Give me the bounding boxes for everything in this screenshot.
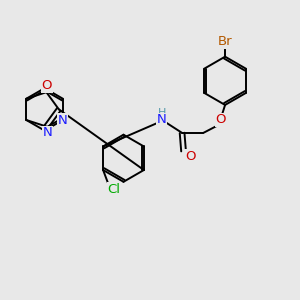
Text: Cl: Cl — [107, 183, 120, 196]
Text: O: O — [42, 79, 52, 92]
Text: O: O — [216, 113, 226, 126]
Text: O: O — [185, 150, 195, 163]
Text: N: N — [157, 113, 167, 127]
Text: Br: Br — [218, 35, 232, 48]
Text: H: H — [158, 108, 166, 118]
Text: N: N — [43, 127, 52, 140]
Text: N: N — [58, 114, 67, 127]
